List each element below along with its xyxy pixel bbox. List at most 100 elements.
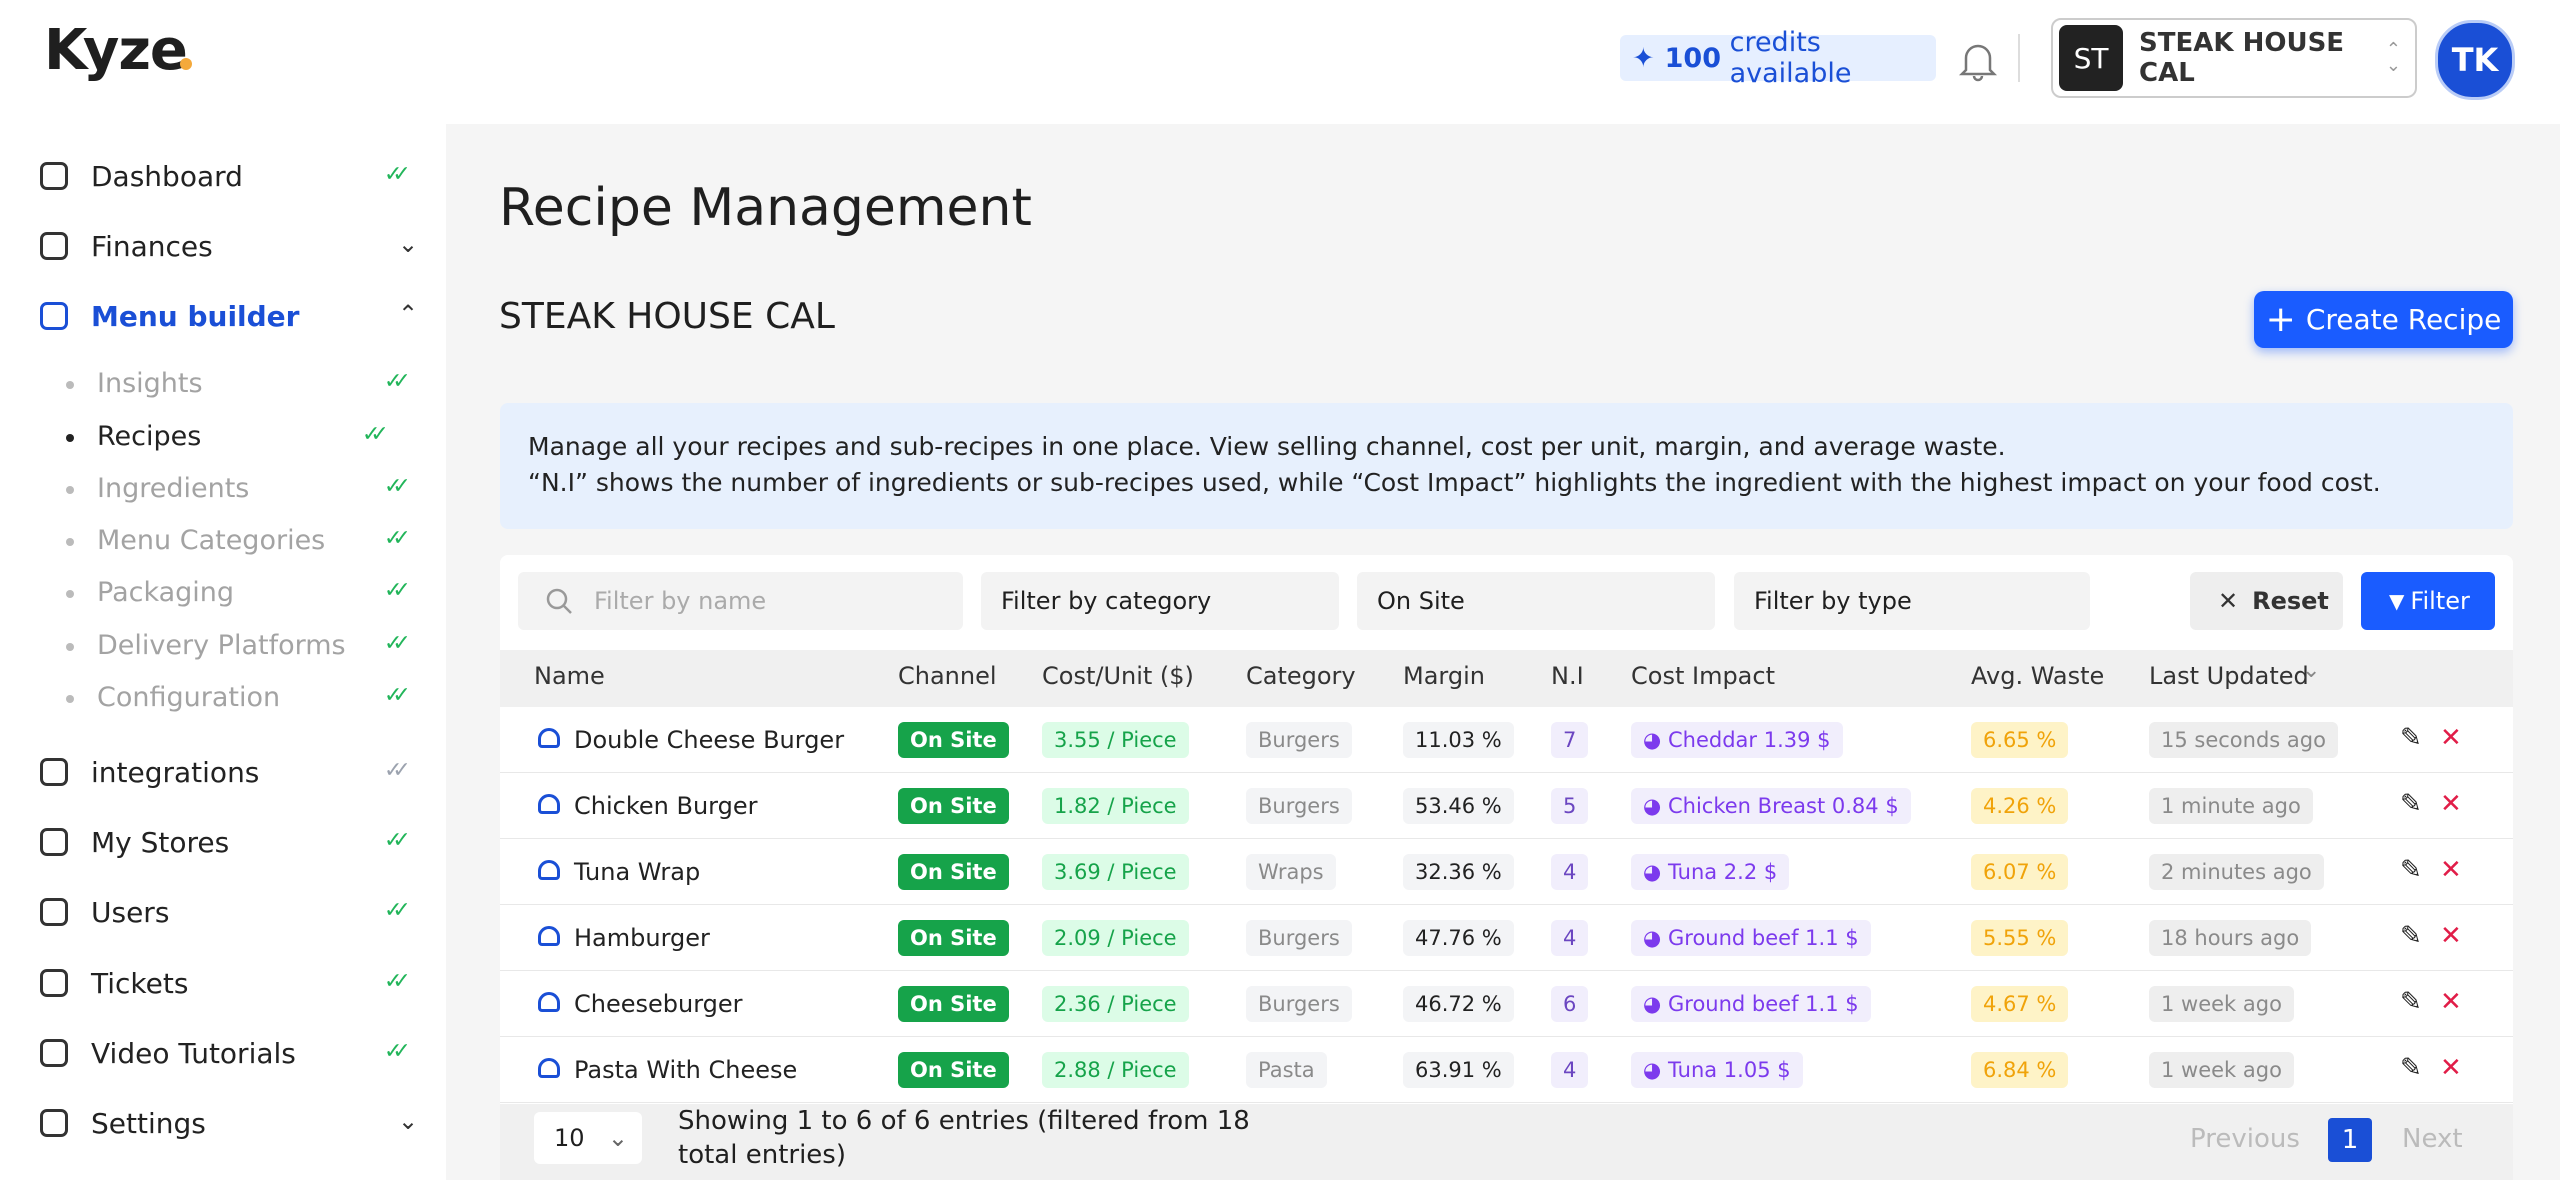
- delete-button[interactable]: ✕: [2440, 855, 2462, 885]
- edit-button[interactable]: ✎: [2400, 987, 2422, 1017]
- nav-item[interactable]: Dashboard: [91, 160, 243, 193]
- cell-text: 6.84 %: [1971, 1052, 2069, 1088]
- cell-text: 4: [1551, 920, 1589, 956]
- bell-icon[interactable]: [1958, 38, 1998, 82]
- store-name: STEAK HOUSE CAL: [2139, 28, 2345, 88]
- cell-text: On Site: [898, 986, 1009, 1022]
- user-avatar[interactable]: TK: [2435, 20, 2515, 100]
- nav-item[interactable]: Settings: [91, 1107, 206, 1140]
- impact-text: Ground beef 1.1 $: [1668, 926, 1859, 950]
- cell-7: 4.67 %: [1971, 971, 2069, 1037]
- cell-4: 11.03 %: [1403, 707, 1514, 773]
- nav-item[interactable]: Finances: [91, 230, 213, 263]
- nav-icon: [40, 828, 68, 856]
- nav-item[interactable]: Recipes: [97, 421, 202, 452]
- pie-icon: ◕: [1643, 926, 1668, 950]
- cell-2: 2.36 / Piece: [1042, 971, 1189, 1037]
- credits[interactable]: ✦ 100 credits available: [1620, 27, 1936, 89]
- channel-filter[interactable]: On Site: [1357, 572, 1715, 630]
- nav-icon: [40, 898, 68, 926]
- nav-item[interactable]: Insights: [97, 368, 203, 399]
- cell-8: 1 minute ago: [2149, 773, 2313, 839]
- nav-item[interactable]: integrations: [91, 756, 260, 789]
- edit-button[interactable]: ✎: [2400, 789, 2422, 819]
- pie-icon: ◕: [1643, 1058, 1668, 1082]
- cell-text: Chicken Burger: [574, 792, 758, 820]
- nav-icon: [40, 1039, 68, 1067]
- cell-5: 6: [1551, 971, 1589, 1037]
- cell-0: Hamburger: [574, 905, 710, 971]
- info-line: Manage all your recipes and sub-recipes …: [528, 432, 2006, 461]
- cell-3: Pasta: [1246, 1037, 1327, 1103]
- nav-item[interactable]: Ingredients: [97, 473, 250, 504]
- recipe-icon: [538, 926, 560, 946]
- delete-button[interactable]: ✕: [2440, 1053, 2462, 1083]
- bullet: [66, 486, 74, 494]
- table-footer: [500, 1104, 2513, 1180]
- chevron-icon: ⌄: [398, 1107, 419, 1135]
- cell-text: ◕ Ground beef 1.1 $: [1631, 986, 1871, 1022]
- cell-text: On Site: [898, 920, 1009, 956]
- nav-item[interactable]: Users: [91, 896, 170, 929]
- check-icon: ✓✓: [384, 369, 411, 394]
- delete-button[interactable]: ✕: [2440, 921, 2462, 951]
- nav-item[interactable]: Delivery Platforms: [97, 630, 346, 661]
- cell-text: Double Cheese Burger: [574, 726, 845, 754]
- edit-button[interactable]: ✎: [2400, 723, 2422, 753]
- sparkle-icon: ✦: [1632, 42, 1655, 74]
- nav-item[interactable]: Video Tutorials: [91, 1037, 296, 1070]
- check-icon: ✓✓: [384, 162, 411, 187]
- reset-button[interactable]: ✕ Reset: [2190, 572, 2343, 630]
- cell-text: ◕ Chicken Breast 0.84 $: [1631, 788, 1911, 824]
- showing-text: Showing 1 to 6 of 6 entries (filtered fr…: [678, 1106, 1250, 1170]
- check-icon: ✓✓: [384, 683, 411, 708]
- type-filter[interactable]: Filter by type: [1734, 572, 2090, 630]
- cell-2: 3.69 / Piece: [1042, 839, 1189, 905]
- check-icon: ✓✓: [384, 1039, 411, 1064]
- nav-item[interactable]: Configuration: [97, 682, 281, 713]
- page-button[interactable]: 1: [2328, 1118, 2372, 1162]
- bullet: [66, 643, 74, 651]
- previous-button[interactable]: Previous: [2190, 1124, 2300, 1154]
- cell-text: 32.36 %: [1403, 854, 1514, 890]
- nav-item[interactable]: Menu builder: [91, 300, 300, 333]
- cell-text: 6.65 %: [1971, 722, 2069, 758]
- cell-text: 47.76 %: [1403, 920, 1514, 956]
- cell-4: 47.76 %: [1403, 905, 1514, 971]
- impact-text: Tuna 2.2 $: [1668, 860, 1778, 884]
- delete-button[interactable]: ✕: [2440, 789, 2462, 819]
- logo-dot: [180, 58, 192, 70]
- check-icon: ✓✓: [384, 898, 411, 923]
- delete-button[interactable]: ✕: [2440, 723, 2462, 753]
- column-header: Channel: [898, 662, 997, 690]
- nav-item[interactable]: Menu Categories: [97, 525, 326, 556]
- edit-button[interactable]: ✎: [2400, 855, 2422, 885]
- filter-button[interactable]: ▼ Filter: [2361, 572, 2495, 630]
- create-recipe-button[interactable]: + Create Recipe: [2254, 291, 2513, 348]
- page-title: Recipe Management: [499, 178, 1032, 238]
- page-size-value: 10: [554, 1124, 585, 1152]
- nav-item[interactable]: My Stores: [91, 826, 230, 859]
- next-button[interactable]: Next: [2402, 1124, 2463, 1154]
- name-filter[interactable]: Filter by name: [518, 572, 963, 630]
- page-size[interactable]: 10 ⌄: [534, 1112, 642, 1164]
- cell-0: Chicken Burger: [574, 773, 757, 839]
- store-initials: ST: [2059, 25, 2124, 91]
- logo[interactable]: Kyze: [44, 18, 188, 83]
- store-select[interactable]: ST STEAK HOUSE CAL ⌃ ⌄: [2051, 18, 2417, 98]
- delete-button[interactable]: ✕: [2440, 987, 2462, 1017]
- nav-item[interactable]: Packaging: [97, 577, 235, 608]
- cell-6: ◕ Ground beef 1.1 $: [1631, 971, 1871, 1037]
- cell-text: 53.46 %: [1403, 788, 1514, 824]
- category-filter[interactable]: Filter by category: [981, 572, 1339, 630]
- cell-text: Pasta: [1246, 1052, 1327, 1088]
- check-icon: ✓✓: [362, 422, 389, 447]
- cell-8: 15 seconds ago: [2149, 707, 2338, 773]
- edit-button[interactable]: ✎: [2400, 921, 2422, 951]
- nav-item[interactable]: Tickets: [91, 967, 189, 1000]
- cell-6: ◕ Cheddar 1.39 $: [1631, 707, 1843, 773]
- edit-button[interactable]: ✎: [2400, 1053, 2422, 1083]
- cell-text: 46.72 %: [1403, 986, 1514, 1022]
- pie-icon: ◕: [1643, 860, 1668, 884]
